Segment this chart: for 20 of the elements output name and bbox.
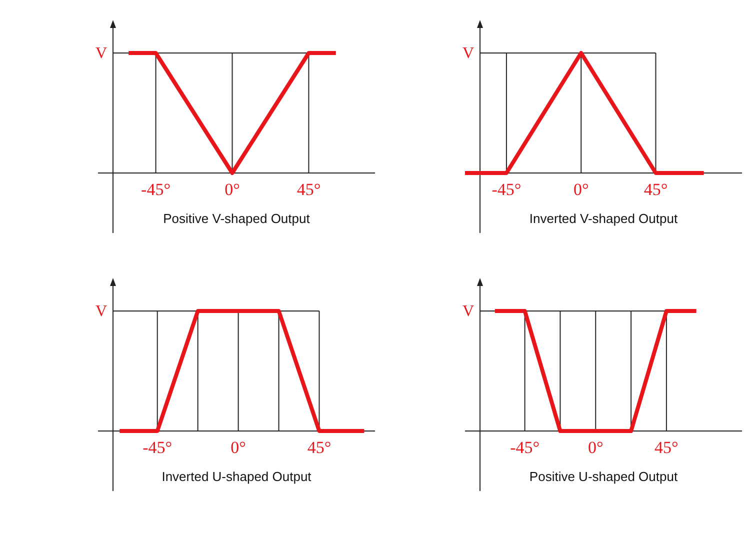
x-tick-label: -45° bbox=[141, 180, 171, 199]
x-tick-label: 0° bbox=[588, 438, 604, 457]
annotation: V bbox=[95, 45, 108, 62]
x-tick-label: 0° bbox=[224, 180, 240, 199]
x-tick-label: 0° bbox=[230, 438, 246, 457]
text: Positive U-shaped Output bbox=[529, 469, 678, 484]
annotation: V bbox=[462, 45, 474, 62]
x-tick-label: -45° bbox=[142, 438, 172, 457]
x-tick-label: 45° bbox=[654, 438, 678, 457]
x-tick-label: -45° bbox=[492, 180, 522, 199]
text: Inverted V-shaped Output bbox=[529, 211, 678, 226]
x-tick-label: 45° bbox=[644, 180, 668, 199]
x-tick-label: 45° bbox=[296, 180, 321, 199]
annotation: V bbox=[95, 303, 108, 320]
annotation: V bbox=[462, 303, 474, 320]
x-tick-label: 0° bbox=[573, 180, 589, 199]
text: Positive V-shaped Output bbox=[163, 211, 310, 226]
x-tick-label: -45° bbox=[510, 438, 540, 457]
text: Inverted U-shaped Output bbox=[162, 469, 312, 484]
x-tick-label: 45° bbox=[307, 438, 332, 457]
